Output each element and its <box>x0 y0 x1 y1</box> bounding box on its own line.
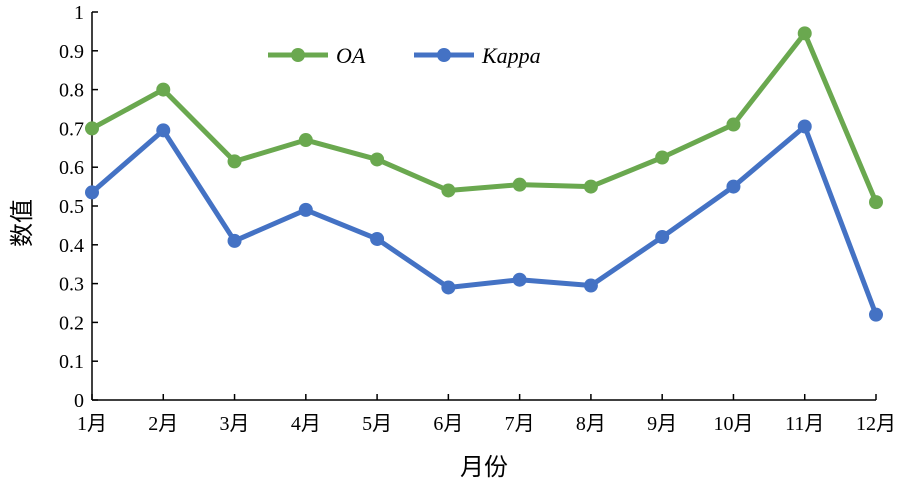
y-tick-label: 0.4 <box>59 235 84 257</box>
x-tick-label: 2月 <box>148 413 178 435</box>
legend: OA Kappa <box>268 43 541 68</box>
y-tick-label: 0.1 <box>59 351 84 373</box>
x-axis-title: 月份 <box>460 453 508 481</box>
x-tick-label: 1月 <box>77 413 107 435</box>
data-point-oa <box>797 26 812 41</box>
data-point-oa <box>156 82 171 97</box>
x-tick-label: 11月 <box>785 413 824 435</box>
y-tick-label: 0.9 <box>59 41 84 63</box>
data-point-kappa <box>156 123 171 138</box>
series-group <box>85 26 883 322</box>
y-tick-label: 0 <box>74 390 84 412</box>
legend-marker-oa <box>291 48 305 62</box>
legend-label-oa: OA <box>336 43 366 68</box>
data-point-kappa <box>85 185 99 200</box>
data-point-kappa <box>512 272 527 287</box>
y-ticks: 0 0.1 0.2 0.3 0.4 0.5 0.6 0.7 0.8 0.9 1 <box>59 2 98 412</box>
x-tick-label: 3月 <box>220 413 250 435</box>
x-tick-label: 8月 <box>576 413 606 435</box>
data-point-kappa <box>797 119 812 134</box>
data-point-kappa <box>583 278 598 293</box>
y-tick-label: 0.2 <box>59 312 84 334</box>
legend-label-kappa: Kappa <box>481 43 541 68</box>
data-point-kappa <box>726 179 741 194</box>
data-point-kappa <box>227 233 242 248</box>
x-tick-label: 4月 <box>291 413 321 435</box>
series-line-oa <box>90 30 879 204</box>
data-point-kappa <box>869 307 883 322</box>
x-tick-label: 10月 <box>713 413 753 435</box>
series-line-kappa <box>90 123 879 316</box>
data-point-kappa <box>655 230 670 245</box>
legend-marker-kappa <box>437 48 451 62</box>
y-tick-label: 0.6 <box>59 157 84 179</box>
x-tick-label: 5月 <box>362 413 392 435</box>
y-tick-label: 0.7 <box>59 118 84 140</box>
y-tick-label: 1 <box>74 2 84 24</box>
x-tick-label: 12月 <box>856 413 896 435</box>
x-tick-label: 7月 <box>505 413 535 435</box>
data-point-oa <box>85 121 99 136</box>
data-point-kappa <box>370 231 385 246</box>
x-tick-label: 6月 <box>433 413 463 435</box>
data-point-oa <box>583 179 598 194</box>
y-tick-label: 0.3 <box>59 274 84 296</box>
data-point-oa <box>726 117 741 132</box>
data-point-oa <box>370 152 385 167</box>
data-point-oa <box>869 195 883 210</box>
x-ticks: 1月 2月 3月 4月 5月 6月 7月 8月 9月 10月 11月 12月 <box>77 394 896 435</box>
data-point-kappa <box>441 280 456 295</box>
x-tick-label: 9月 <box>647 413 677 435</box>
data-point-oa <box>227 154 242 169</box>
data-point-oa <box>298 133 313 148</box>
y-tick-label: 0.5 <box>59 196 84 218</box>
data-point-oa <box>512 177 527 192</box>
data-point-kappa <box>298 202 313 217</box>
y-axis-title: 数值 <box>8 199 36 247</box>
data-point-oa <box>441 183 456 198</box>
data-point-oa <box>655 150 670 165</box>
y-tick-label: 0.8 <box>59 80 84 102</box>
